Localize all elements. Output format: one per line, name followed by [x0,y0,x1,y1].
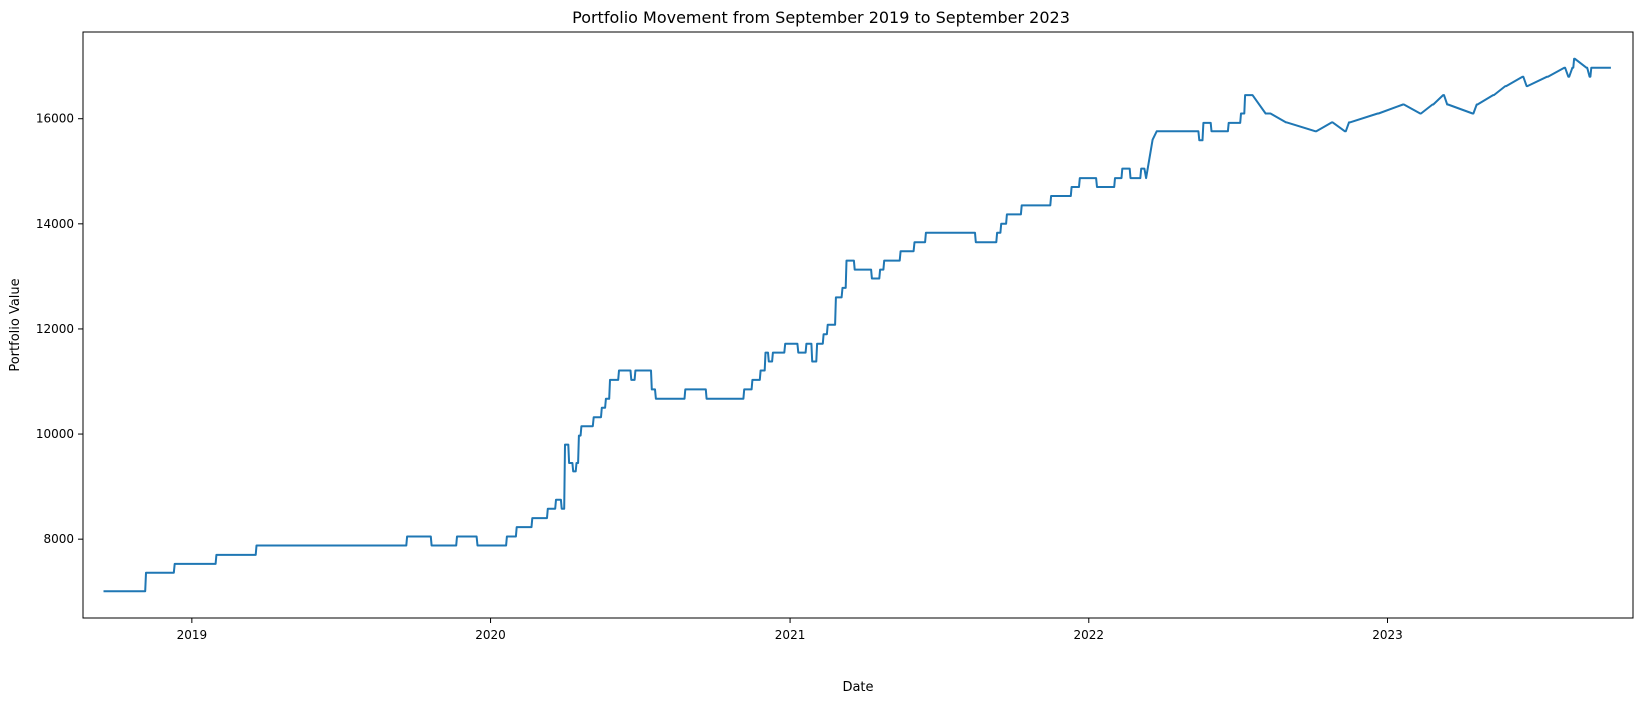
portfolio-value-line [103,57,1611,593]
y-tick-label: 12000 [36,322,74,336]
x-axis-label: Date [842,680,873,695]
y-tick-label: 16000 [36,112,74,126]
chart-title: Portfolio Movement from September 2019 t… [572,8,1070,27]
plot-area [103,57,1611,593]
y-tick-label: 14000 [36,217,74,231]
x-tick-label: 2023 [1372,628,1403,642]
x-tick-label: 2020 [475,628,506,642]
x-axis: 2019 2020 2021 2022 2023 [177,618,1403,642]
y-tick-label: 8000 [43,532,74,546]
x-tick-label: 2021 [775,628,806,642]
y-axis: 8000 10000 12000 14000 16000 [36,112,83,546]
y-axis-label: Portfolio Value [8,278,23,371]
x-tick-label: 2019 [177,628,208,642]
y-tick-label: 10000 [36,427,74,441]
x-tick-label: 2022 [1074,628,1105,642]
plot-frame [82,31,1634,619]
